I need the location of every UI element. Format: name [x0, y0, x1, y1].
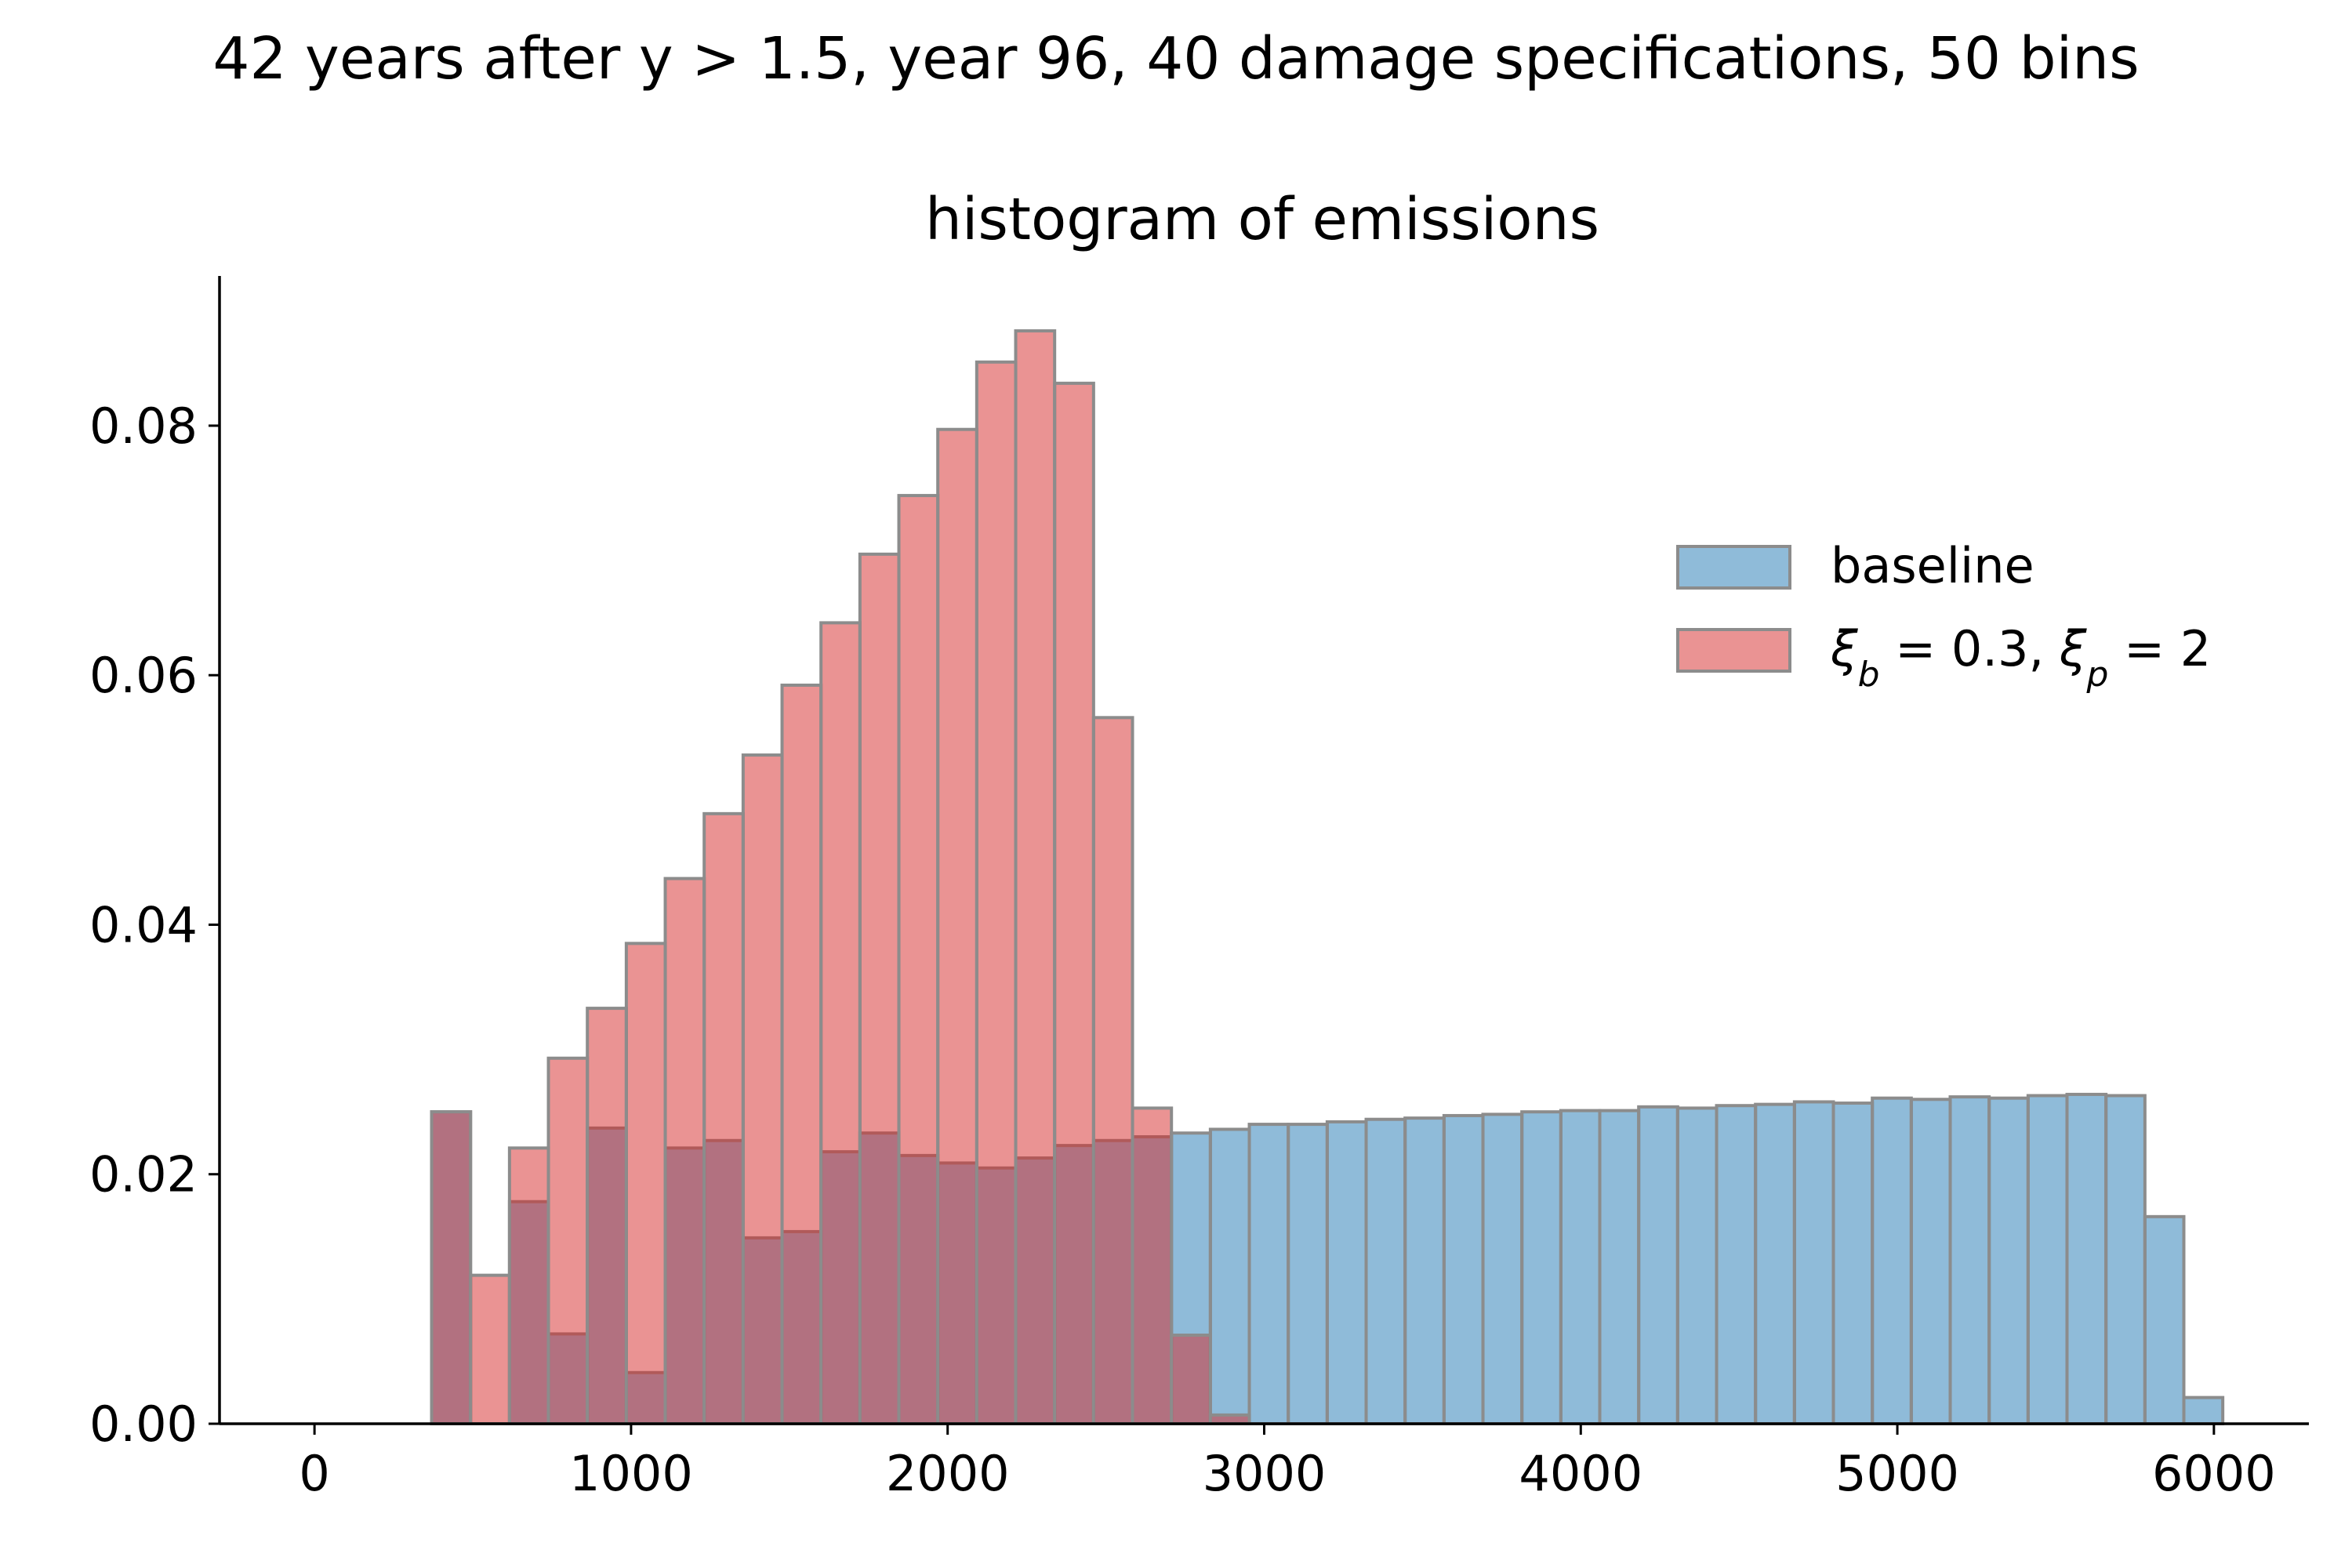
histogram-bar — [663, 877, 706, 1425]
histogram-bar — [897, 494, 940, 1425]
histogram-bar — [1637, 1105, 1679, 1426]
histogram-bar — [1364, 1117, 1407, 1425]
histogram-bar — [624, 942, 667, 1425]
chart-title: histogram of emissions — [925, 186, 1599, 253]
histogram-bar — [1208, 1127, 1251, 1425]
histogram-bar — [780, 683, 823, 1425]
x-tick-label: 6000 — [2152, 1445, 2276, 1502]
legend-swatch — [1676, 545, 1791, 590]
histogram-bar — [1325, 1120, 1368, 1425]
histogram-bar — [2143, 1214, 2186, 1426]
histogram-bar — [858, 552, 901, 1425]
x-tick-label: 3000 — [1203, 1445, 1327, 1502]
histogram-bar — [1520, 1110, 1563, 1426]
histogram-bar — [1403, 1116, 1446, 1426]
histogram-bar — [1170, 1334, 1212, 1425]
histogram-bar — [586, 1007, 628, 1426]
x-tick-label: 2000 — [886, 1445, 1010, 1502]
histogram-bar — [1247, 1123, 1290, 1425]
histogram-bar — [1675, 1106, 1719, 1426]
histogram-bar — [546, 1056, 590, 1425]
y-tick-label: 0.00 — [89, 1396, 198, 1453]
y-tick-label: 0.02 — [89, 1146, 198, 1203]
x-tick-label: 4000 — [1519, 1445, 1642, 1502]
histogram-bar — [936, 427, 978, 1425]
legend-label: baseline — [1831, 537, 2034, 594]
histogram-bar — [1598, 1109, 1641, 1426]
histogram-bar — [819, 621, 862, 1425]
histogram-bar — [1481, 1112, 1524, 1426]
histogram-bar — [1871, 1096, 1913, 1425]
histogram-bar — [2182, 1396, 2225, 1426]
histogram-bar — [975, 360, 1018, 1425]
histogram-bar — [1909, 1098, 1952, 1425]
plot-area — [430, 329, 2225, 1426]
figure-suptitle: 42 years after y > 1.5, year 96, 40 dama… — [212, 25, 2139, 93]
histogram-bar — [2026, 1094, 2069, 1425]
histogram-bar — [1754, 1102, 1796, 1425]
histogram-bar — [469, 1273, 511, 1425]
histogram-bar — [1442, 1113, 1485, 1426]
histogram-bar — [507, 1146, 550, 1426]
legend-label: ξb = 0.3, ξp = 2 — [1830, 620, 2211, 695]
y-tick-label: 0.06 — [89, 647, 198, 704]
histogram-bar — [702, 811, 745, 1425]
histogram-bar — [1948, 1095, 1991, 1425]
y-tick-label: 0.04 — [89, 896, 198, 953]
x-tick-label: 1000 — [569, 1445, 693, 1502]
histogram-bar — [2065, 1092, 2108, 1425]
histogram-bar — [1831, 1102, 1875, 1425]
x-tick-label: 5000 — [1835, 1445, 1959, 1502]
legend: baseline ξb = 0.3, ξp = 2 — [1676, 537, 2211, 695]
histogram-bar — [1287, 1123, 1329, 1425]
histogram-bar — [1091, 716, 1134, 1425]
axes: 0 1000 2000 3000 4000 5000 6000 0.00 0.02 0.04 0.0… — [89, 276, 2309, 1502]
histogram-bar — [1053, 381, 1095, 1425]
x-tick-label: 0 — [299, 1445, 329, 1502]
histogram-bar — [1559, 1109, 1602, 1426]
histogram-bar — [1014, 329, 1057, 1426]
histogram-bar — [1131, 1106, 1174, 1426]
histogram-bar — [1792, 1100, 1835, 1425]
histogram-bar — [741, 753, 784, 1425]
histogram-bar — [2104, 1094, 2147, 1425]
histogram-bar — [1715, 1104, 1758, 1426]
y-tick-label: 0.08 — [89, 397, 198, 455]
histogram-bar — [430, 1110, 473, 1426]
series-1 — [430, 329, 1251, 1426]
legend-swatch — [1676, 628, 1791, 673]
histogram-bar — [1987, 1096, 2030, 1425]
